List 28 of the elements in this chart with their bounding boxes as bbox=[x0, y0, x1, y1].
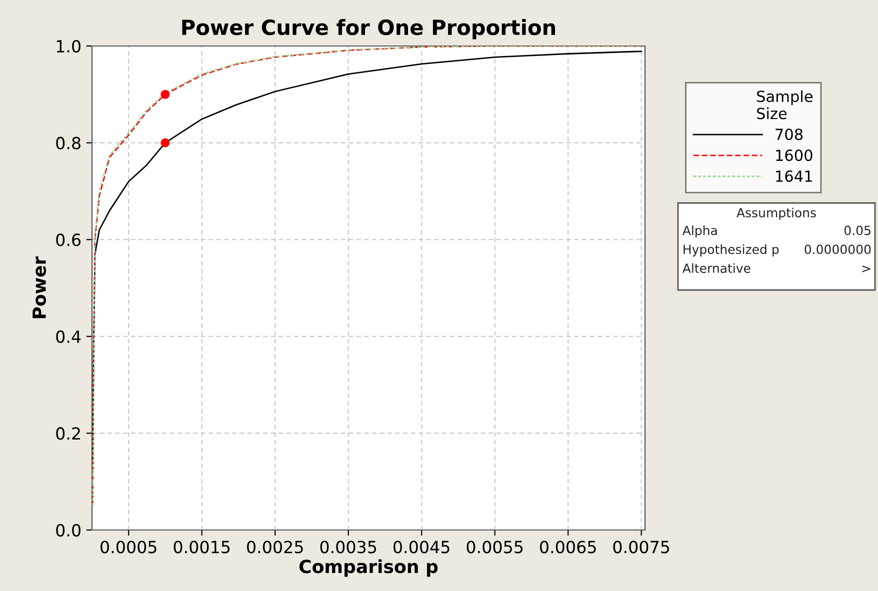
x-tick-label: 0.0075 bbox=[613, 540, 670, 554]
y-tick-label: 1.0 bbox=[56, 40, 80, 53]
text: > bbox=[862, 266, 870, 272]
text: Hypothesized p bbox=[684, 244, 779, 256]
x-tick-label: 0.0045 bbox=[394, 540, 450, 554]
y-axis-title: Power bbox=[32, 256, 46, 318]
x-tick-label: 0.0055 bbox=[466, 540, 523, 554]
text: Alpha bbox=[682, 225, 717, 238]
legend-label: 1600 bbox=[776, 149, 812, 162]
y-tick-label: 0.6 bbox=[56, 234, 81, 246]
legend-title: Sample Size bbox=[757, 90, 812, 120]
y-tick-label: 0.0 bbox=[56, 524, 80, 537]
y-tick-label: 0.8 bbox=[56, 136, 80, 150]
chart-title: Power Curve for One Proportion bbox=[182, 19, 556, 40]
text: 0.0000000 bbox=[804, 244, 871, 254]
y-tick-label: 0.2 bbox=[56, 427, 80, 440]
text: Assumptions bbox=[736, 208, 816, 220]
x-tick-label: 0.0065 bbox=[540, 540, 596, 554]
text: 0.05 bbox=[844, 226, 870, 236]
x-tick-label: 0.0025 bbox=[247, 540, 303, 554]
x-tick-label: 0.0005 bbox=[100, 540, 156, 554]
legend-label: 1641 bbox=[776, 170, 812, 182]
x-tick-label: 0.0015 bbox=[174, 540, 230, 554]
text: Alternative bbox=[682, 263, 750, 273]
legend-label: 708 bbox=[776, 128, 803, 140]
y-tick-label: 0.4 bbox=[56, 330, 81, 343]
x-axis-title: Comparison p bbox=[299, 559, 438, 577]
x-tick-label: 0.0035 bbox=[320, 540, 376, 554]
